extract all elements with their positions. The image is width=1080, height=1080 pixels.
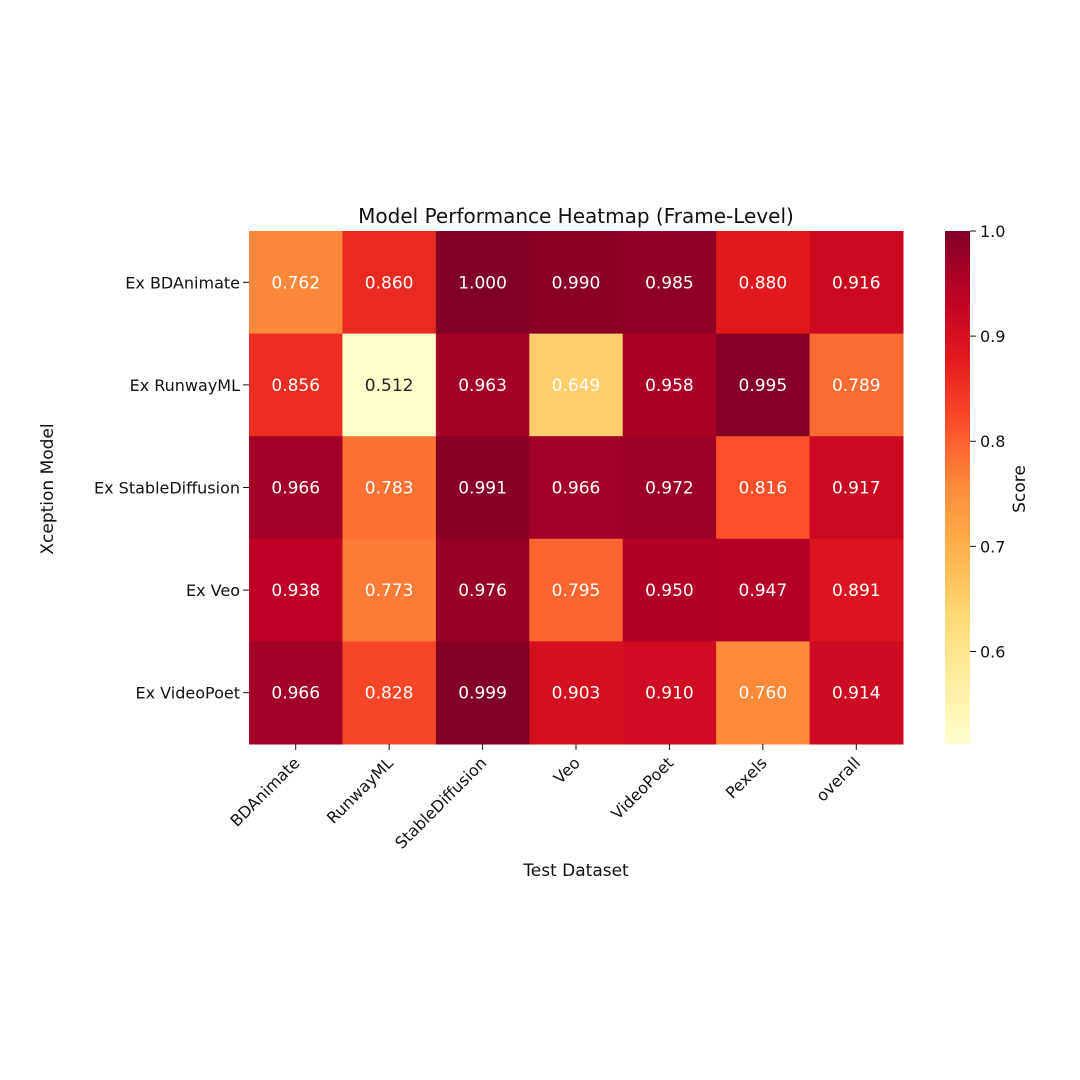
cell-value-label: 0.966 xyxy=(552,479,601,499)
cell-value-label: 0.914 xyxy=(832,684,881,704)
heatmap-cell xyxy=(249,231,343,335)
heatmap-cell xyxy=(249,436,343,540)
cell-value-label: 0.762 xyxy=(271,273,320,293)
heatmap-cell xyxy=(342,333,437,437)
heatmap-cell xyxy=(529,231,624,335)
cell-value-label: 0.891 xyxy=(832,581,881,601)
cell-value-label: 0.985 xyxy=(645,273,694,293)
heatmap-cell xyxy=(622,538,717,642)
cell-value-label: 1.000 xyxy=(458,273,507,293)
x-tick-label: VideoPoet xyxy=(607,753,677,823)
x-tick-label: overall xyxy=(812,753,864,805)
cell-value-label: 0.999 xyxy=(458,684,507,704)
heatmap-cell xyxy=(809,231,904,335)
y-axis-label: Xception Model xyxy=(38,423,58,554)
cell-value-label: 0.917 xyxy=(832,479,881,499)
cell-value-label: 0.760 xyxy=(739,684,788,704)
cell-value-label: 0.795 xyxy=(552,581,601,601)
colorbar-label: Score xyxy=(1010,465,1030,513)
cell-value-label: 0.910 xyxy=(645,684,694,704)
colorbar-tick-label: 1.0 xyxy=(980,222,1005,241)
cell-value-label: 0.991 xyxy=(458,479,507,499)
heatmap-cell xyxy=(249,333,343,437)
heatmap-cell xyxy=(809,436,904,540)
colorbar-tick-label: 0.7 xyxy=(980,537,1005,556)
cell-value-label: 0.966 xyxy=(271,684,320,704)
heatmap-cell xyxy=(529,538,624,642)
heatmap-cell xyxy=(435,436,530,540)
y-tick-label: Ex StableDiffusion xyxy=(94,479,240,498)
colorbar-tick-label: 0.8 xyxy=(980,432,1005,451)
heatmap-cell xyxy=(529,641,624,745)
cell-value-label: 0.995 xyxy=(739,376,788,396)
heatmap-cell xyxy=(342,436,437,540)
cell-value-label: 0.860 xyxy=(365,273,414,293)
heatmap-cell xyxy=(622,231,717,335)
heatmap-cell xyxy=(716,641,811,745)
cell-value-label: 0.963 xyxy=(458,376,507,396)
heatmap-cell xyxy=(529,333,624,437)
x-tick-label: StableDiffusion xyxy=(391,753,490,852)
heatmap-cell xyxy=(342,231,437,335)
heatmap-cell xyxy=(809,641,904,745)
heatmap-cell xyxy=(435,231,530,335)
x-axis-label: Test Dataset xyxy=(522,861,629,881)
cell-value-label: 0.976 xyxy=(458,581,507,601)
x-tick-label: Pexels xyxy=(722,753,771,802)
cell-value-label: 0.950 xyxy=(645,581,694,601)
heatmap-cell xyxy=(622,436,717,540)
heatmap-cell xyxy=(249,538,343,642)
cell-value-label: 0.789 xyxy=(832,376,881,396)
colorbar-tick-label: 0.9 xyxy=(980,327,1005,346)
heatmap-cell xyxy=(716,436,811,540)
x-tick-label: RunwayML xyxy=(323,753,397,827)
cell-value-label: 0.783 xyxy=(365,479,414,499)
y-tick-label: Ex RunwayML xyxy=(130,376,241,395)
cell-value-label: 0.880 xyxy=(739,273,788,293)
cell-value-label: 0.972 xyxy=(645,479,694,499)
x-tick-label: Veo xyxy=(550,753,584,787)
cell-value-label: 0.828 xyxy=(365,684,414,704)
cell-value-label: 0.816 xyxy=(739,479,788,499)
heatmap-cell xyxy=(435,333,530,437)
heatmap-cell xyxy=(435,538,530,642)
y-axis-ticks: Ex BDAnimate Ex RunwayML Ex StableDiffusio… xyxy=(94,273,249,703)
colorbar-ticks: 0.6 0.7 0.8 0.9 1.0 xyxy=(970,222,1005,661)
cell-value-label: 0.856 xyxy=(271,376,320,396)
y-tick-label: Ex VideoPoet xyxy=(136,684,240,703)
heatmap-cell xyxy=(716,538,811,642)
y-tick-label: Ex BDAnimate xyxy=(125,273,240,292)
heatmap-cells: 0.762 0.860 1.000 0.990 0.985 0.880 0.916 0.856… xyxy=(249,231,904,745)
colorbar-tick-label: 0.6 xyxy=(980,642,1005,661)
cell-value-label: 0.958 xyxy=(645,376,694,396)
cell-value-label: 0.512 xyxy=(365,376,414,396)
heatmap-cell xyxy=(622,641,717,745)
heatmap-cell xyxy=(809,333,904,437)
heatmap-cell xyxy=(809,538,904,642)
y-tick-label: Ex Veo xyxy=(186,581,240,600)
x-tick-label: BDAnimate xyxy=(226,753,303,830)
heatmap-cell xyxy=(622,333,717,437)
heatmap-cell xyxy=(342,538,437,642)
cell-value-label: 0.947 xyxy=(739,581,788,601)
cell-value-label: 0.773 xyxy=(365,581,414,601)
cell-value-label: 0.966 xyxy=(271,479,320,499)
colorbar xyxy=(945,231,970,744)
cell-value-label: 0.916 xyxy=(832,273,881,293)
heatmap-cell xyxy=(529,436,624,540)
heatmap-cell xyxy=(716,231,811,335)
cell-value-label: 0.990 xyxy=(552,273,601,293)
heatmap-cell xyxy=(716,333,811,437)
cell-value-label: 0.903 xyxy=(552,684,601,704)
heatmap-cell xyxy=(435,641,530,745)
heatmap-cell xyxy=(342,641,437,745)
heatmap-cell xyxy=(249,641,343,745)
chart-title: Model Performance Heatmap (Frame-Level) xyxy=(358,204,794,228)
cell-value-label: 0.649 xyxy=(552,376,601,396)
cell-value-label: 0.938 xyxy=(271,581,320,601)
